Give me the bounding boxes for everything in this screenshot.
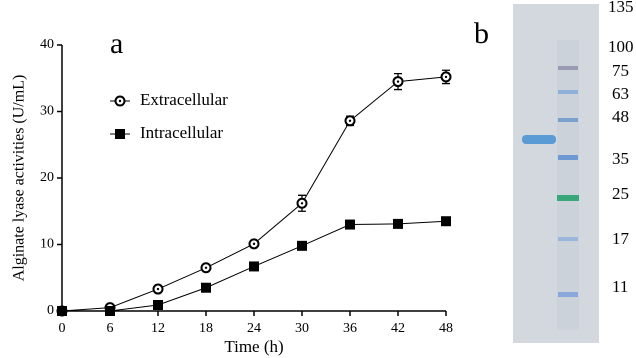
legend-label: Intracellular <box>140 123 223 142</box>
marker-label: 75 <box>612 61 629 80</box>
y-tick-label: 10 <box>40 237 54 252</box>
legend-marker <box>115 129 125 139</box>
data-point <box>441 216 451 226</box>
y-axis-label: Alginate lyase activities (U/mL) <box>11 75 28 282</box>
marker-label: 48 <box>612 107 629 126</box>
series-line <box>62 77 446 311</box>
x-tick-label: 42 <box>391 321 405 336</box>
panel-label: b <box>474 17 489 50</box>
y-tick-label: 30 <box>40 104 54 119</box>
data-point <box>297 241 307 251</box>
y-tick-label: 20 <box>40 170 54 185</box>
x-tick-label: 18 <box>199 321 213 336</box>
y-tick-label: 0 <box>47 303 54 318</box>
x-tick-label: 6 <box>107 321 114 336</box>
panel-label: a <box>110 27 123 60</box>
marker-label: 100 <box>608 37 634 56</box>
marker-label: 25 <box>612 184 629 203</box>
marker-label: 17 <box>612 229 630 248</box>
x-tick-label: 36 <box>343 321 357 336</box>
marker-label: 35 <box>612 149 629 168</box>
data-point <box>105 306 115 316</box>
x-tick-label: 48 <box>439 321 453 336</box>
data-point-dot <box>397 80 399 82</box>
gel-image <box>513 4 599 343</box>
data-point-dot <box>205 267 207 269</box>
data-point <box>201 283 211 293</box>
marker-label: 63 <box>612 84 629 103</box>
data-point <box>393 219 403 229</box>
figure: a Time (h) Alginate lyase activities (U/… <box>0 0 636 358</box>
data-point-dot <box>157 288 159 290</box>
x-tick-label: 12 <box>151 321 165 336</box>
legend-marker-dot <box>119 100 121 102</box>
legend-label: Extracellular <box>140 90 228 109</box>
data-point <box>153 300 163 310</box>
data-point <box>57 306 67 316</box>
data-point-dot <box>253 243 255 245</box>
y-tick-label: 40 <box>40 37 54 52</box>
marker-label: 135 <box>608 0 634 16</box>
x-tick-label: 0 <box>59 321 66 336</box>
data-point <box>249 261 259 271</box>
x-tick-label: 30 <box>295 321 309 336</box>
data-point-dot <box>445 76 447 78</box>
data-point <box>345 220 355 230</box>
marker-label: 11 <box>612 277 628 296</box>
x-tick-label: 24 <box>247 321 261 336</box>
data-point-dot <box>349 120 351 122</box>
x-axis-label: Time (h) <box>224 337 283 356</box>
data-point-dot <box>301 202 303 204</box>
